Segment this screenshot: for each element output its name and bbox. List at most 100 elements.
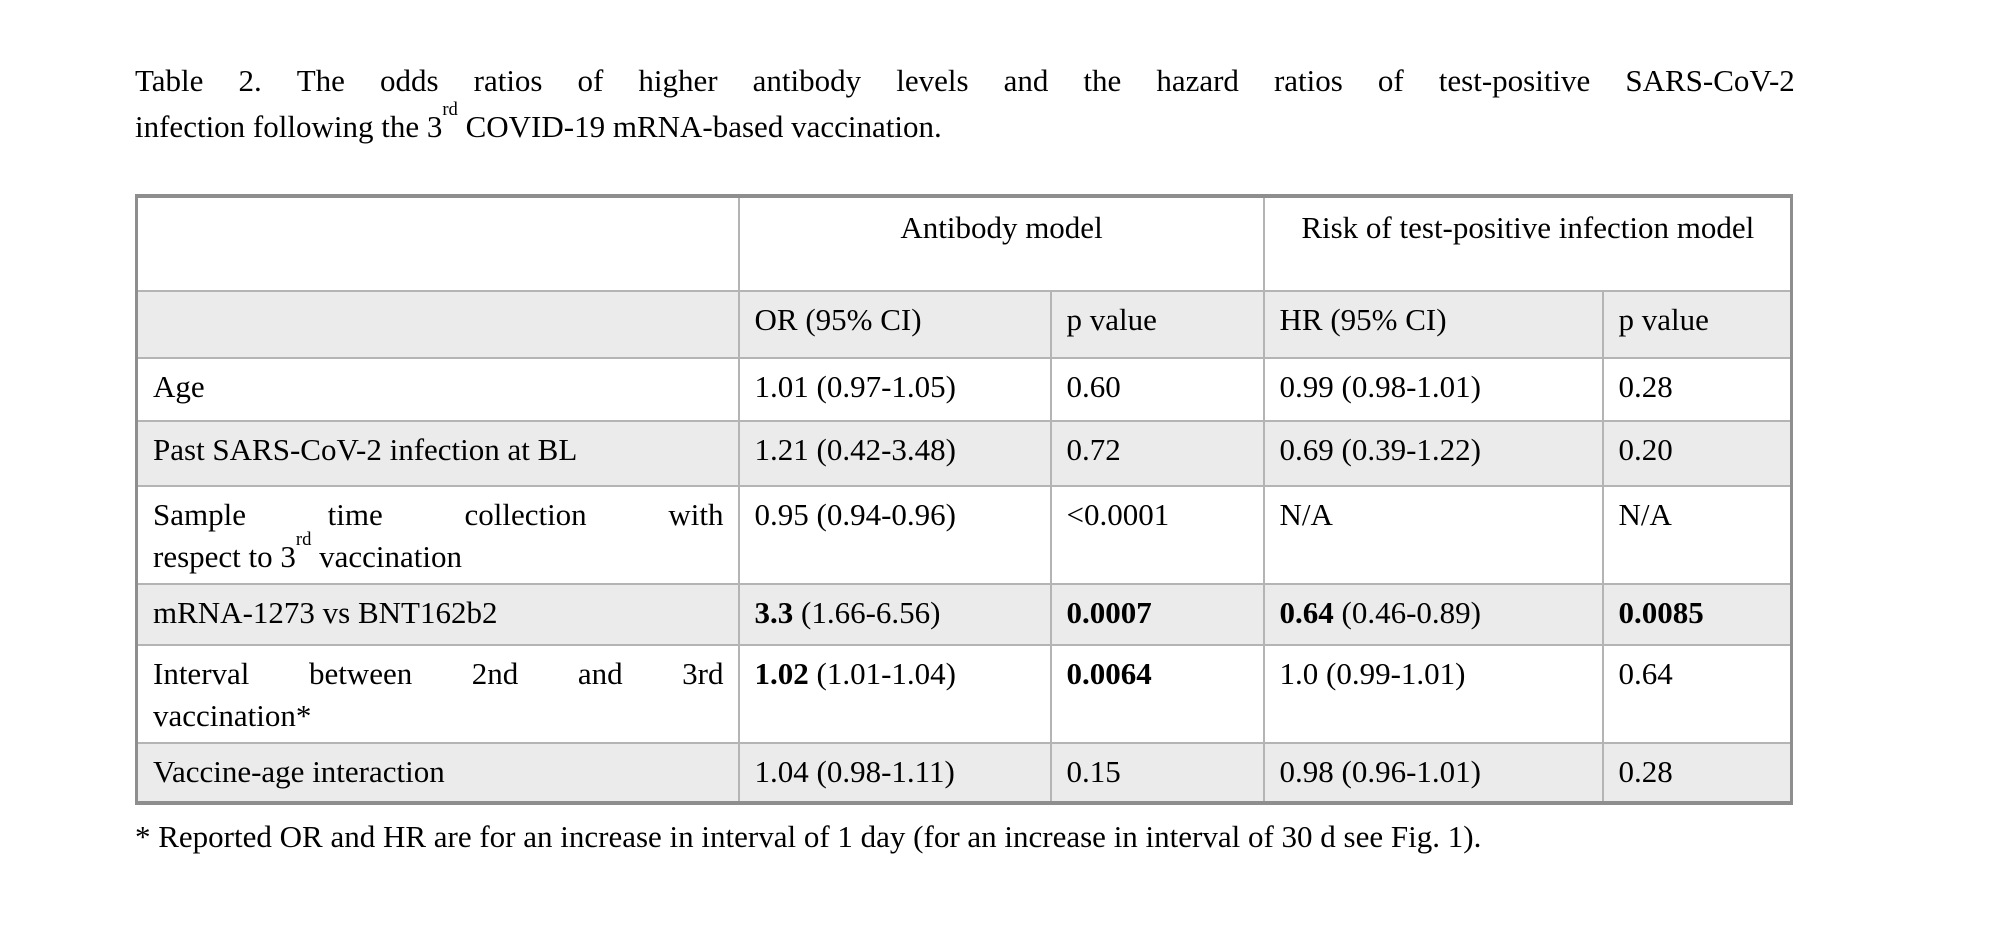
page: Table 2. The odds ratios of higher antibody leve… (135, 58, 1795, 854)
word: The (296, 63, 345, 98)
word: 2. (238, 63, 262, 98)
value-cell: 0.60 (1049, 357, 1265, 422)
value-cell: 0.95 (0.94-0.96) (737, 485, 1052, 585)
value-cell: 1.0 (0.99-1.01) (1262, 644, 1604, 744)
table-subheader-row: OR (95% CI) p value HR (95% CI) p value (135, 290, 1793, 359)
word: SARS-CoV-2 (1625, 63, 1795, 98)
text-segment: infection following the 3 (135, 109, 443, 144)
table-caption: Table 2. The odds ratios of higher antibody leve… (135, 58, 1795, 150)
row-label-line: vaccination* (153, 695, 724, 737)
row-label-line: Vaccine-age interaction (153, 751, 724, 793)
row-label-line: Interval between 2nd and 3rd (153, 653, 724, 695)
value-cell: 0.98 (0.96-1.01) (1262, 742, 1604, 804)
word: time (327, 497, 383, 532)
row-label: Age (135, 357, 740, 422)
row-label-line: mRNA-1273 vs BNT162b2 (153, 592, 724, 634)
text-segment: Past SARS-CoV-2 infection at BL (153, 432, 578, 467)
word: odds (380, 63, 439, 98)
table-row: Vaccine-age interaction 1.04 (0.98-1.11) 0… (135, 742, 1793, 804)
group-header-risk-model-label: Risk of test-positive infection model (1301, 210, 1755, 245)
bold-value: 0.0085 (1618, 595, 1704, 630)
row-label-line: Sample time collection with (153, 494, 724, 536)
word: and (1003, 63, 1049, 98)
text-segment: COVID-19 mRNA-based vaccination. (457, 109, 942, 144)
row-label: Sample time collection with respect to 3rd v… (135, 485, 740, 585)
value-cell: 0.0007 (1049, 583, 1265, 646)
value-cell: 1.04 (0.98-1.11) (737, 742, 1052, 804)
text-segment: mRNA-1273 vs BNT162b2 (153, 595, 498, 630)
value-cell: 0.28 (1601, 742, 1793, 804)
word: ratios (473, 63, 543, 98)
caption-line: Table 2. The odds ratios of higher antibody leve… (135, 58, 1795, 104)
subheader-p-value-risk: p value (1601, 290, 1793, 359)
value-cell: 1.21 (0.42-3.48) (737, 420, 1052, 487)
value-cell: 0.20 (1601, 420, 1793, 487)
bold-value: 0.0064 (1066, 656, 1152, 691)
value-cell: 0.0085 (1601, 583, 1793, 646)
word: levels (896, 63, 969, 98)
value-cell: N/A (1262, 485, 1604, 585)
value-cell: 0.99 (0.98-1.01) (1262, 357, 1604, 422)
row-label: Past SARS-CoV-2 infection at BL (135, 420, 740, 487)
table-row: Interval between 2nd and 3rd vaccination* 1.02… (135, 644, 1793, 744)
word: higher (638, 63, 718, 98)
word: collection (464, 497, 587, 532)
word: test-positive (1438, 63, 1591, 98)
table-row: Age 1.01 (0.97-1.05) 0.60 0.99 (0.98-1.01) 0… (135, 357, 1793, 422)
table-row: Sample time collection with respect to 3rd v… (135, 485, 1793, 585)
word: Sample (153, 497, 246, 532)
table-row: mRNA-1273 vs BNT162b2 3.3 (1.66-6.56) 0.00… (135, 583, 1793, 646)
bold-value: 0.0007 (1066, 595, 1152, 630)
word: with (668, 497, 724, 532)
value-cell: N/A (1601, 485, 1793, 585)
word: of (577, 63, 604, 98)
group-header-antibody-model-label: Antibody model (900, 210, 1103, 245)
row-label: Vaccine-age interaction (135, 742, 740, 804)
word: 3rd (682, 656, 724, 691)
subheader-p-value-antibody: p value (1049, 290, 1265, 359)
value-cell: 1.01 (0.97-1.05) (737, 357, 1052, 422)
row-label: mRNA-1273 vs BNT162b2 (135, 583, 740, 646)
bold-value: 3.3 (754, 595, 794, 630)
text-segment: Vaccine-age interaction (153, 754, 445, 789)
results-table: Antibody model Risk of test-positive inf… (135, 194, 1794, 805)
text-segment: Age (153, 369, 205, 404)
subheader-or-ci: OR (95% CI) (737, 290, 1052, 359)
word: and (577, 656, 623, 691)
row-label-line: respect to 3rd vaccination (153, 531, 724, 578)
word: hazard (1156, 63, 1239, 98)
bold-value: 1.02 (754, 656, 809, 691)
word: ratios (1273, 63, 1343, 98)
value-cell: 1.02 (1.01-1.04) (737, 644, 1052, 744)
table-row: Past SARS-CoV-2 infection at BL 1.21 (0.4… (135, 420, 1793, 487)
group-header-antibody-model: Antibody model (737, 195, 1265, 292)
table-body: Age 1.01 (0.97-1.05) 0.60 0.99 (0.98-1.01) 0… (135, 357, 1793, 804)
value-cell: 0.64 (0.46-0.89) (1262, 583, 1604, 646)
row-label: Interval between 2nd and 3rd vaccination* (135, 644, 740, 744)
word: of (1377, 63, 1404, 98)
superscript-text: rd (442, 99, 458, 121)
value-cell: 0.72 (1049, 420, 1265, 487)
value-cell: 3.3 (1.66-6.56) (737, 583, 1052, 646)
value-cell: 0.15 (1049, 742, 1265, 804)
value-cell: 0.0064 (1049, 644, 1265, 744)
word: between (308, 656, 413, 691)
group-header-empty (135, 195, 740, 292)
word: 2nd (471, 656, 519, 691)
word: Table (135, 63, 204, 98)
value-cell: <0.0001 (1049, 485, 1265, 585)
text-segment: vaccination* (153, 698, 312, 733)
value-cell: 0.69 (0.39-1.22) (1262, 420, 1604, 487)
row-label-line: Past SARS-CoV-2 infection at BL (153, 429, 724, 471)
word: the (1083, 63, 1122, 98)
bold-value: 0.64 (1279, 595, 1334, 630)
value-cell: 0.64 (1601, 644, 1793, 744)
subheader-empty (135, 290, 740, 359)
superscript-text: rd (295, 529, 312, 551)
value-cell: 0.28 (1601, 357, 1793, 422)
group-header-risk-model: Risk of test-positive infection model (1262, 195, 1793, 292)
subheader-hr-ci: HR (95% CI) (1262, 290, 1604, 359)
word: antibody (752, 63, 862, 98)
caption-line: infection following the 3rd COVID-19 mRN… (135, 101, 1795, 150)
text-segment: respect to 3 (153, 539, 296, 574)
